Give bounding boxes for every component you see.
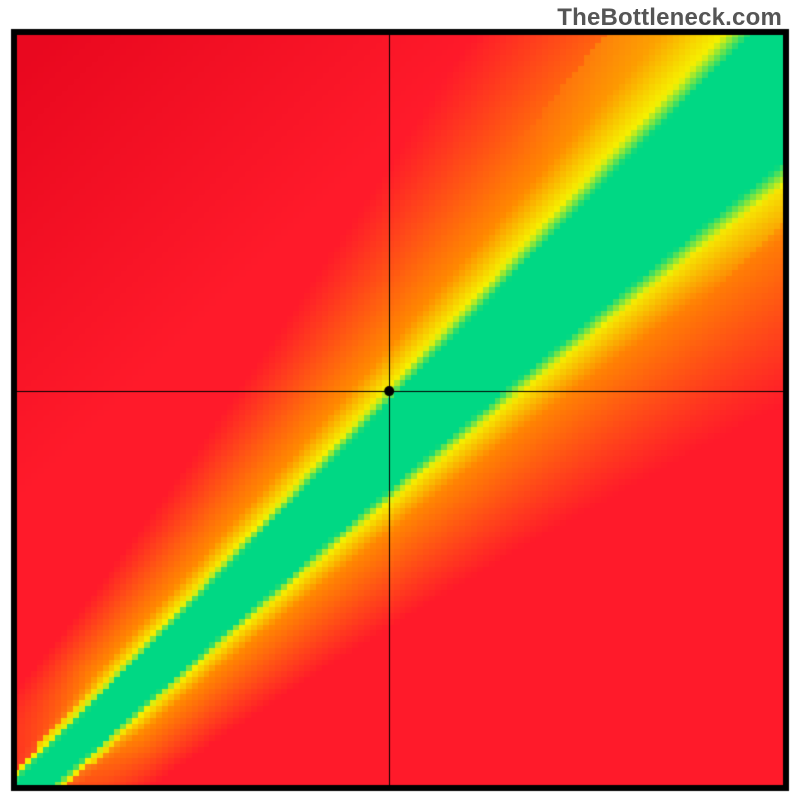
watermark-text: TheBottleneck.com [557, 4, 782, 32]
bottleneck-heatmap [0, 0, 800, 800]
